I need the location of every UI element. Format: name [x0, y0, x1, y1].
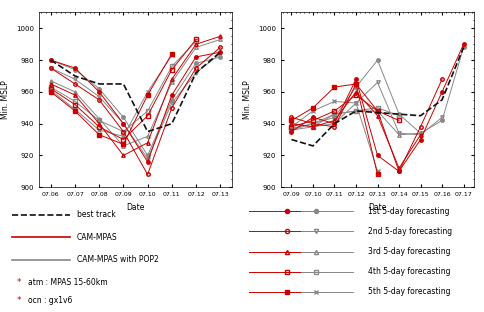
X-axis label: Date: Date: [126, 202, 145, 212]
Text: *: *: [16, 278, 21, 287]
Text: atm : MPAS 15-60km: atm : MPAS 15-60km: [28, 278, 108, 287]
Text: best track: best track: [77, 210, 116, 219]
Text: CAM-MPAS with POP2: CAM-MPAS with POP2: [77, 255, 159, 264]
Y-axis label: Min. MSLP: Min. MSLP: [1, 80, 10, 119]
Text: CAM-MPAS: CAM-MPAS: [77, 233, 118, 242]
Text: *: *: [16, 296, 21, 305]
Text: 2nd 5-day forecasting: 2nd 5-day forecasting: [368, 227, 452, 236]
Text: ocn : gx1v6: ocn : gx1v6: [28, 296, 73, 305]
Text: 3rd 5-day forecasting: 3rd 5-day forecasting: [368, 247, 450, 256]
X-axis label: Date: Date: [368, 202, 387, 212]
Y-axis label: Min. MSLP: Min. MSLP: [243, 80, 252, 119]
Text: 4th 5-day forecasting: 4th 5-day forecasting: [368, 267, 450, 276]
Text: 1st 5-day forecasting: 1st 5-day forecasting: [368, 207, 449, 216]
Text: 5th 5-day forecasting: 5th 5-day forecasting: [368, 287, 450, 296]
